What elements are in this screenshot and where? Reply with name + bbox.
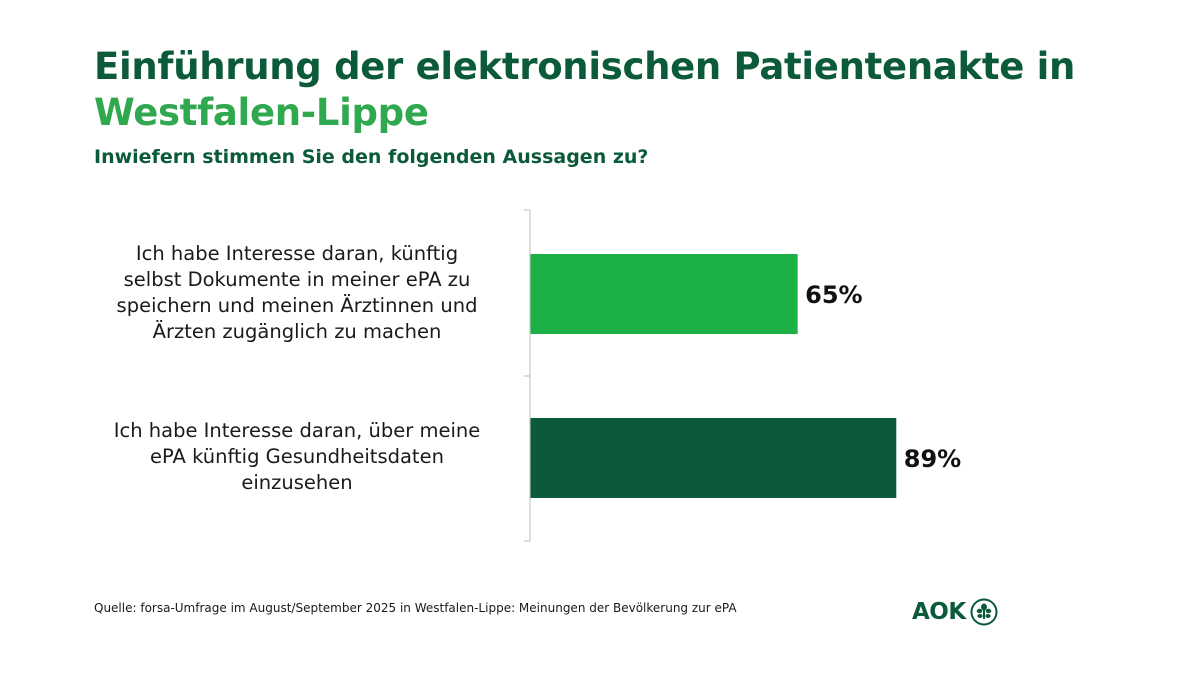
chart-title: Einführung der elektronischen Patientena… [94,44,1154,136]
category-label-1-line: speichern und meinen Ärztinnen und [116,294,478,317]
category-label-1-line: Ich habe Interesse daran, künftig [135,242,459,265]
bar-2 [530,418,897,498]
aok-logo: AOK [912,598,998,626]
category-label-2: Ich habe Interesse daran, über meine ePA… [82,418,512,496]
category-label-2-line: Ich habe Interesse daran, über meine [113,419,481,442]
chart-subtitle: Inwiefern stimmen Sie den folgenden Auss… [94,146,649,168]
title-line-2: Westfalen-Lippe [94,91,429,134]
logo-text: AOK [912,599,966,625]
category-label-2-line: ePA künftig Gesundheitsdaten [150,445,444,468]
category-label-1-line: selbst Dokumente in meiner ePA zu [123,268,471,291]
tree-icon [970,598,998,626]
bar-value-label-1: 65% [805,281,862,309]
bar-1 [530,254,798,334]
category-label-1: Ich habe Interesse daran, künftig selbst… [82,241,512,345]
category-label-2-line: einzusehen [241,471,353,494]
category-label-1-line: Ärzten zugänglich zu machen [152,320,442,343]
bar-value-label-2: 89% [904,445,961,473]
source-note: Quelle: forsa-Umfrage im August/Septembe… [94,601,737,615]
title-line-1: Einführung der elektronischen Patientena… [94,45,1076,88]
